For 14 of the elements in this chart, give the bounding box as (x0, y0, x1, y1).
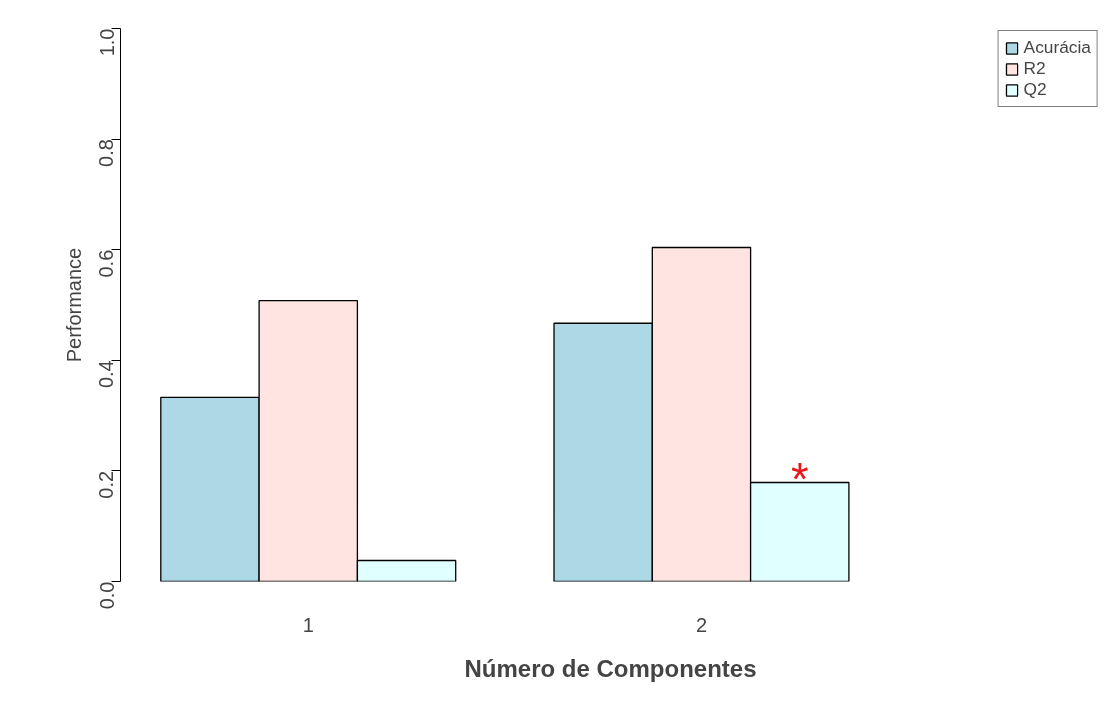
y-tick-label: 0.2 (95, 470, 118, 499)
y-tick-label: 0.4 (95, 360, 118, 389)
y-tick-label: 0.8 (95, 139, 118, 167)
y-tick-label: 0.6 (95, 249, 118, 278)
y-tick-label: 0.0 (95, 581, 118, 610)
legend-label: Acurácia (1023, 37, 1091, 58)
y-tick-label: 1.0 (95, 28, 118, 57)
x-axis-title: Número de Componentes (464, 654, 757, 682)
legend-label: R2 (1023, 58, 1046, 79)
x-tick-label: 1 (302, 613, 314, 636)
annotation: * (790, 453, 809, 505)
y-axis-title: Performance (62, 247, 85, 363)
legend-label: Q2 (1023, 79, 1047, 100)
x-tick-label: 2 (695, 613, 708, 636)
